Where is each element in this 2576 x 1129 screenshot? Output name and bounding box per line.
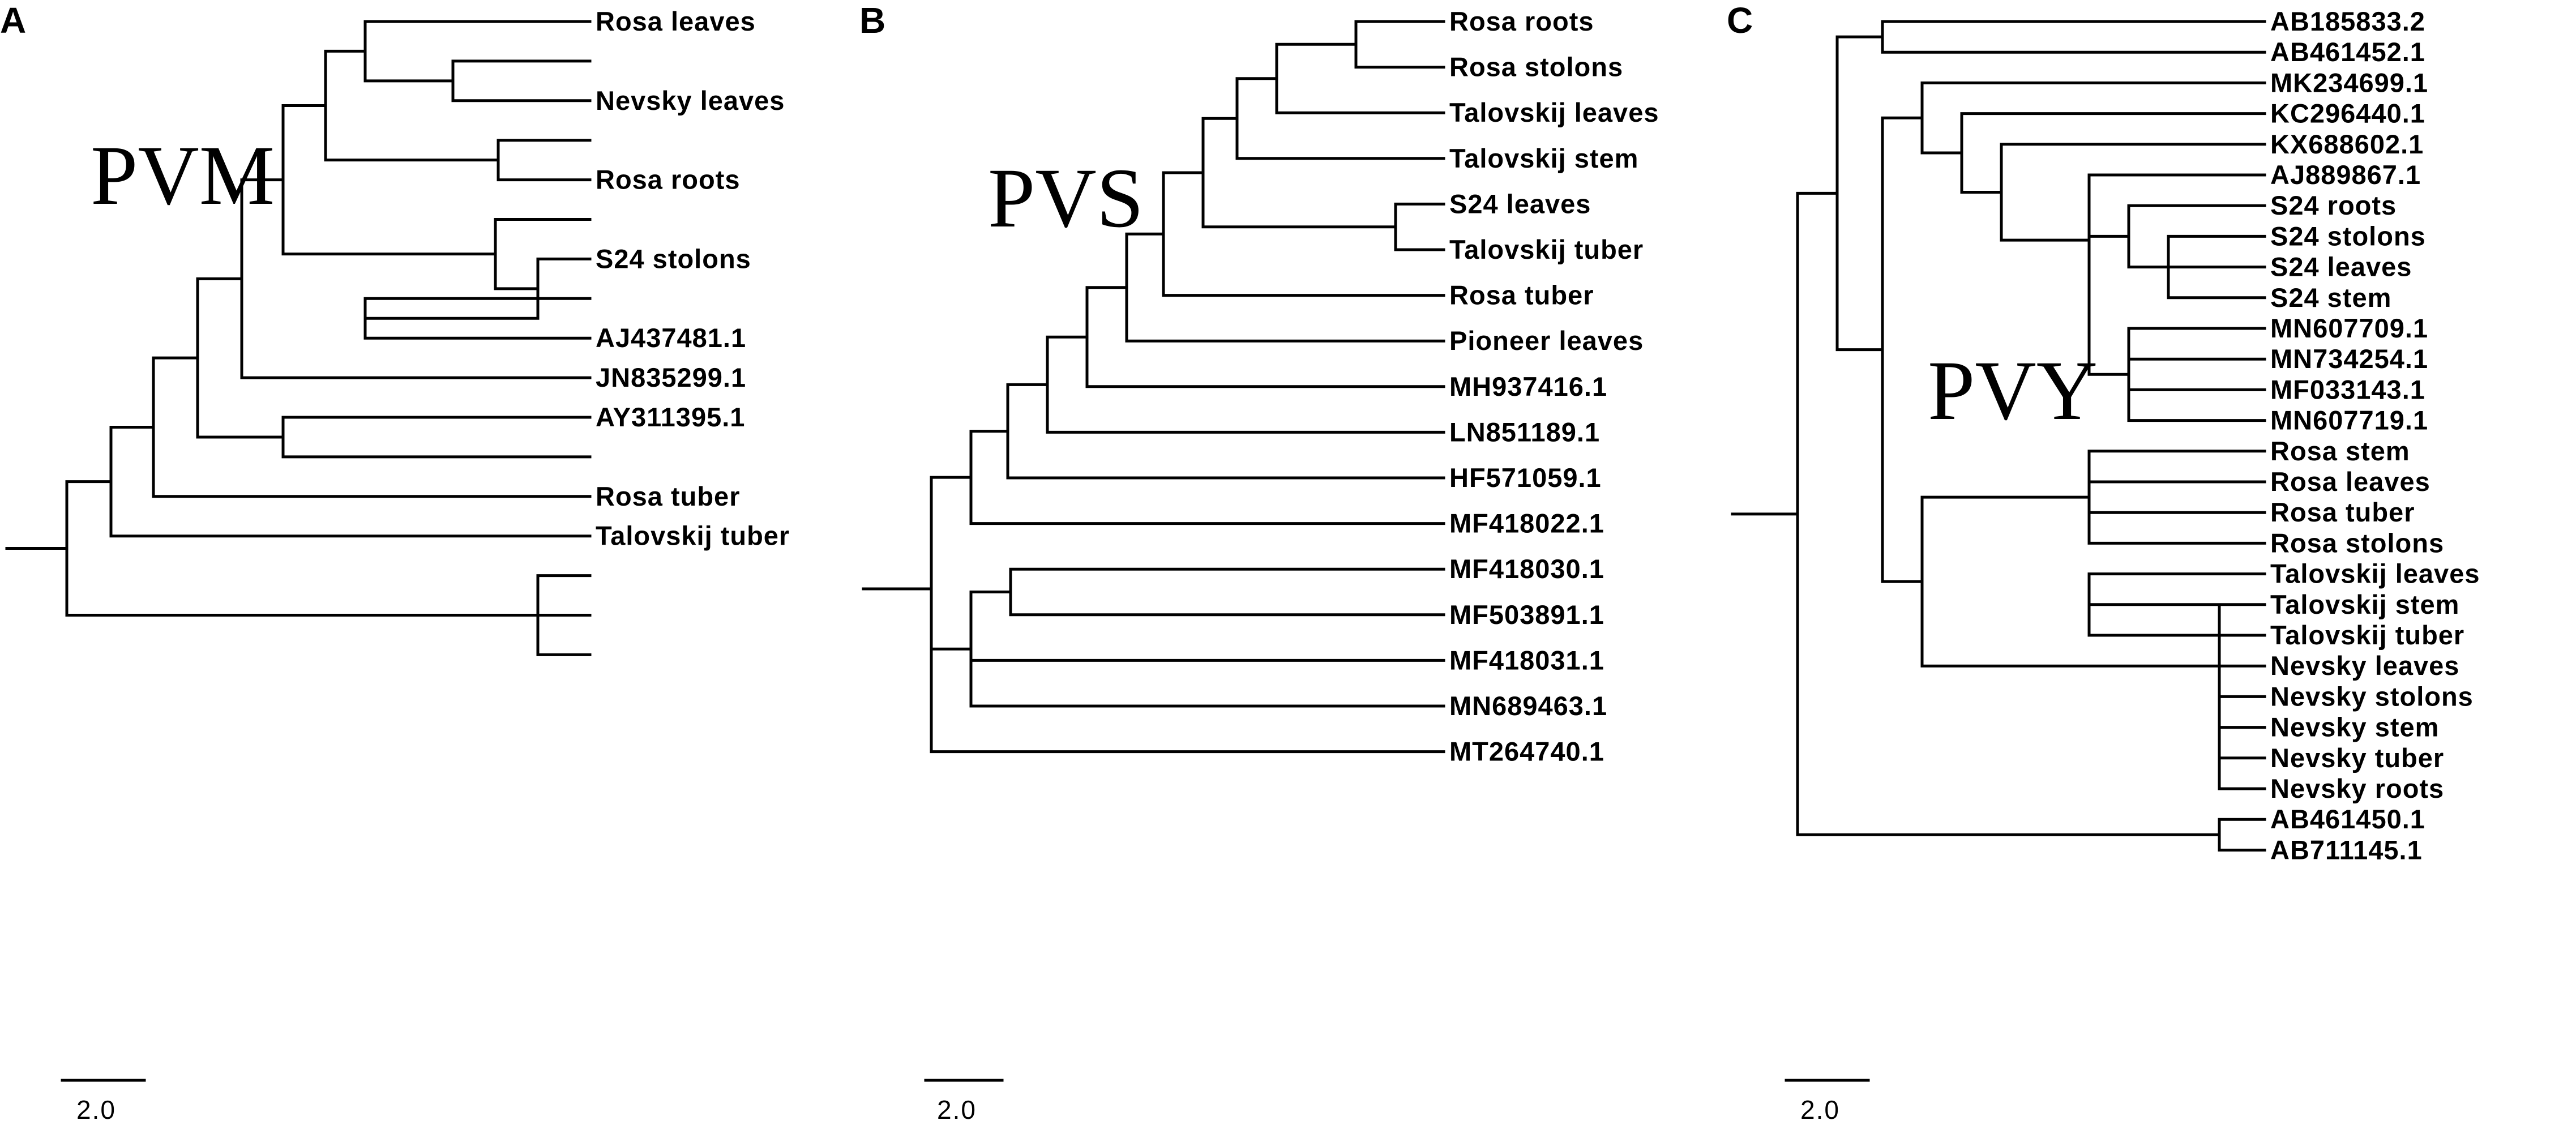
virus-name: PVS <box>988 151 1144 245</box>
leaf-label: MF418022.1 <box>1449 508 1604 538</box>
leaf-label: LN851189.1 <box>1449 417 1600 447</box>
leaf-label: AJ437481.1 <box>596 323 746 353</box>
leaf-label: S24 stolons <box>596 243 751 273</box>
leaf-labels: Rosa roots Rosa stolons Talovskij leaves Ta… <box>1449 6 1659 767</box>
leaf-label: Rosa roots <box>1449 6 1594 36</box>
panel-label: A <box>0 0 26 41</box>
leaf-label: Talovskij leaves <box>1449 97 1659 127</box>
leaf-label: AB711145.1 <box>2270 835 2423 865</box>
leaf-label: Rosa tuber <box>596 481 741 511</box>
leaf-label: Talovskij leaves <box>2270 559 2480 589</box>
leaf-label: Nevsky roots <box>2270 773 2444 803</box>
leaf-label: Talovskij tuber <box>596 521 790 551</box>
leaf-label: S24 roots <box>2270 190 2397 220</box>
leaf-label: KX688602.1 <box>2270 129 2424 159</box>
leaf-label: MN689463.1 <box>1449 691 1607 721</box>
leaf-label: Rosa stem <box>2270 436 2410 466</box>
scale-bar-label: 2.0 <box>1800 1095 1840 1124</box>
panel-label: C <box>1727 0 1753 41</box>
leaf-label: Rosa stolons <box>1449 52 1623 82</box>
leaf-label: Pioneer leaves <box>1449 326 1644 356</box>
panel-c: C PVY AB185833.2AB461452.1MK234699.1KC29… <box>1727 0 2480 1124</box>
leaf-label: MK234699.1 <box>2270 67 2428 97</box>
leaf-label: Rosa stolons <box>2270 528 2444 558</box>
leaf-labels: Rosa leaves Nevsky leaves Rosa roots S24 st… <box>596 6 790 551</box>
panel-label: B <box>859 0 885 41</box>
leaf-label: S24 leaves <box>2270 252 2412 282</box>
leaf-label: MN607709.1 <box>2270 313 2428 343</box>
leaf-label: MF418030.1 <box>1449 554 1604 584</box>
scale-bar-label: 2.0 <box>937 1095 977 1124</box>
leaf-label: MN734254.1 <box>2270 344 2428 374</box>
leaf-label: Rosa roots <box>596 165 741 195</box>
panel-b: B PVS Rosa roots Rosa stolons Talovskij le… <box>859 0 1659 1124</box>
leaf-label: Nevsky stem <box>2270 712 2439 742</box>
leaf-label: S24 stolons <box>2270 221 2426 251</box>
leaf-labels: AB185833.2AB461452.1MK234699.1KC296440.1… <box>2270 6 2480 865</box>
leaf-label: S24 leaves <box>1449 189 1591 219</box>
tree-branches <box>1731 20 2266 852</box>
leaf-label: AJ889867.1 <box>2270 160 2421 190</box>
scale-bar-label: 2.0 <box>76 1095 116 1124</box>
leaf-label: Nevsky stolons <box>2270 681 2474 711</box>
leaf-label: MT264740.1 <box>1449 737 1604 767</box>
panel-a: A PVM Rosa leaves Nevsky leaves Rosa roots… <box>0 0 790 1124</box>
leaf-label: Talovskij stem <box>2270 589 2459 619</box>
leaf-label: Nevsky leaves <box>2270 651 2459 681</box>
leaf-label: MF418031.1 <box>1449 645 1604 675</box>
leaf-label: JN835299.1 <box>596 362 746 392</box>
virus-name: PVM <box>91 129 275 223</box>
leaf-label: Talovskij tuber <box>2270 620 2464 650</box>
leaf-label: KC296440.1 <box>2270 99 2425 129</box>
leaf-label: HF571059.1 <box>1449 463 1602 493</box>
leaf-label: Nevsky tuber <box>2270 743 2444 773</box>
leaf-label: Talovskij stem <box>1449 143 1638 173</box>
leaf-label: Nevsky leaves <box>596 85 785 116</box>
leaf-label: MH937416.1 <box>1449 371 1607 401</box>
tree-branches <box>862 20 1445 754</box>
leaf-label: AB185833.2 <box>2270 6 2425 36</box>
leaf-label: MF503891.1 <box>1449 600 1604 630</box>
leaf-label: Rosa leaves <box>596 6 756 36</box>
leaf-label: Rosa tuber <box>1449 280 1594 310</box>
leaf-label: Talovskij tuber <box>1449 234 1644 264</box>
leaf-label: Rosa tuber <box>2270 497 2415 527</box>
virus-name: PVY <box>1928 344 2098 438</box>
leaf-label: AB461450.1 <box>2270 804 2425 834</box>
leaf-label: MF033143.1 <box>2270 374 2425 404</box>
leaf-label: Rosa leaves <box>2270 467 2430 497</box>
leaf-label: MN607719.1 <box>2270 405 2428 435</box>
tree-branches <box>5 20 592 656</box>
leaf-label: AY311395.1 <box>596 402 745 432</box>
leaf-label: S24 stem <box>2270 283 2391 313</box>
leaf-label: AB461452.1 <box>2270 37 2425 67</box>
